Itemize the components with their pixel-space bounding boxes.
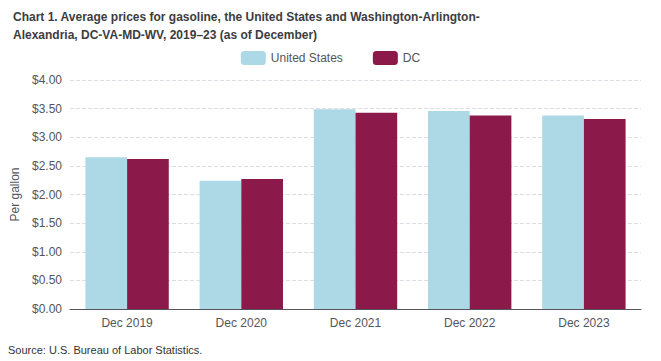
svg-text:$3.00: $3.00	[32, 130, 62, 144]
svg-text:Alexandria, DC-VA-MD-WV, 2019–: Alexandria, DC-VA-MD-WV, 2019–23 (as of …	[13, 28, 317, 42]
svg-text:Dec 2021: Dec 2021	[330, 316, 382, 330]
svg-text:Dec 2023: Dec 2023	[558, 316, 610, 330]
svg-text:$0.00: $0.00	[32, 302, 62, 316]
svg-text:$2.50: $2.50	[32, 159, 62, 173]
svg-text:Source: U.S. Bureau of Labor S: Source: U.S. Bureau of Labor Statistics.	[8, 344, 202, 356]
svg-text:$2.00: $2.00	[32, 188, 62, 202]
svg-text:DC: DC	[403, 51, 421, 65]
svg-text:$3.50: $3.50	[32, 102, 62, 116]
svg-text:$1.00: $1.00	[32, 245, 62, 259]
svg-text:Dec 2020: Dec 2020	[216, 316, 268, 330]
svg-text:$1.50: $1.50	[32, 216, 62, 230]
svg-text:$0.50: $0.50	[32, 273, 62, 287]
svg-text:Per gallon: Per gallon	[8, 167, 22, 221]
svg-text:$4.00: $4.00	[32, 73, 62, 87]
svg-text:United States: United States	[271, 51, 343, 65]
svg-text:Dec 2022: Dec 2022	[444, 316, 496, 330]
svg-text:Dec 2019: Dec 2019	[101, 316, 153, 330]
svg-text:Chart 1. Average prices for ga: Chart 1. Average prices for gasoline, th…	[13, 10, 480, 24]
